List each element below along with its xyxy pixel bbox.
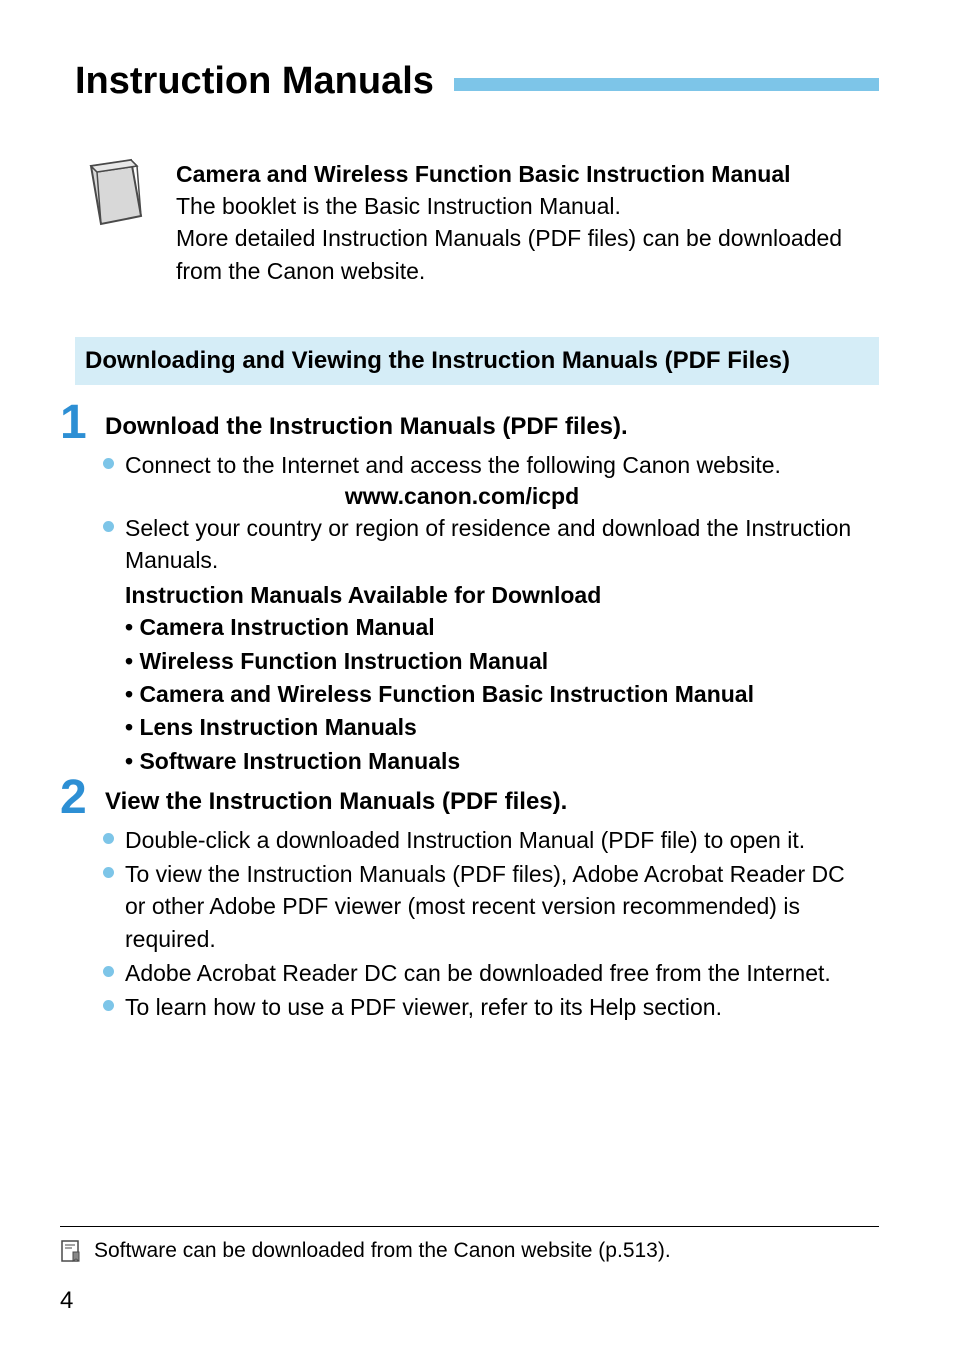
step-1-number: 1 xyxy=(60,395,87,450)
download-url: www.canon.com/icpd xyxy=(45,483,879,510)
step-1: 1 Download the Instruction Manuals (PDF … xyxy=(75,413,879,778)
manual-item-5: • Software Instruction Manuals xyxy=(125,745,879,778)
manual-item-2: • Wireless Function Instruction Manual xyxy=(125,645,879,678)
step-2-bullet-4: To learn how to use a PDF viewer, refer … xyxy=(125,991,879,1023)
intro-text: Camera and Wireless Function Basic Instr… xyxy=(176,158,879,287)
bullet-dot-icon xyxy=(103,833,114,844)
bullet-dot-icon xyxy=(103,966,114,977)
step-2-bullet-2-text: To view the Instruction Manuals (PDF fil… xyxy=(125,861,845,951)
manual-item-1: • Camera Instruction Manual xyxy=(125,611,879,644)
manual-item-4: • Lens Instruction Manuals xyxy=(125,711,879,744)
manuals-sub-heading: Instruction Manuals Available for Downlo… xyxy=(125,582,879,609)
step-1-bullet-2-text: Select your country or region of residen… xyxy=(125,515,851,573)
step-2: 2 View the Instruction Manuals (PDF file… xyxy=(75,788,879,1023)
step-1-bullet-1: Connect to the Internet and access the f… xyxy=(125,449,879,481)
step-2-bullet-4-text: To learn how to use a PDF viewer, refer … xyxy=(125,994,722,1020)
step-1-title: Download the Instruction Manuals (PDF fi… xyxy=(105,413,879,441)
page-title-row: Instruction Manuals xyxy=(75,60,879,103)
manual-item-3: • Camera and Wireless Function Basic Ins… xyxy=(125,678,879,711)
footer-note-text: Software can be downloaded from the Cano… xyxy=(94,1239,671,1263)
bullet-dot-icon xyxy=(103,1000,114,1011)
bullet-dot-icon xyxy=(103,521,114,532)
step-2-number: 2 xyxy=(60,770,87,825)
title-rule xyxy=(454,78,879,91)
step-2-bullet-1: Double-click a downloaded Instruction Ma… xyxy=(125,824,879,856)
step-2-bullet-2: To view the Instruction Manuals (PDF fil… xyxy=(125,858,879,955)
page-number: 4 xyxy=(60,1287,73,1315)
intro-line1: The booklet is the Basic Instruction Man… xyxy=(176,190,879,222)
bullet-dot-icon xyxy=(103,867,114,878)
step-2-bullet-3: Adobe Acrobat Reader DC can be downloade… xyxy=(125,957,879,989)
section-heading: Downloading and Viewing the Instruction … xyxy=(75,337,879,385)
intro-heading: Camera and Wireless Function Basic Instr… xyxy=(176,158,879,190)
page-title: Instruction Manuals xyxy=(75,60,434,103)
booklet-icon xyxy=(83,158,148,233)
step-2-bullet-1-text: Double-click a downloaded Instruction Ma… xyxy=(125,827,805,853)
step-2-title: View the Instruction Manuals (PDF files)… xyxy=(105,788,879,816)
step-2-bullet-3-text: Adobe Acrobat Reader DC can be downloade… xyxy=(125,960,831,986)
intro-line2: More detailed Instruction Manuals (PDF f… xyxy=(176,222,879,286)
bullet-dot-icon xyxy=(103,458,114,469)
note-icon xyxy=(60,1239,82,1265)
step-1-bullet-1-text: Connect to the Internet and access the f… xyxy=(125,452,781,478)
intro-block: Camera and Wireless Function Basic Instr… xyxy=(75,158,879,287)
footer-note: Software can be downloaded from the Cano… xyxy=(60,1226,879,1265)
step-1-bullet-2: Select your country or region of residen… xyxy=(125,512,879,576)
